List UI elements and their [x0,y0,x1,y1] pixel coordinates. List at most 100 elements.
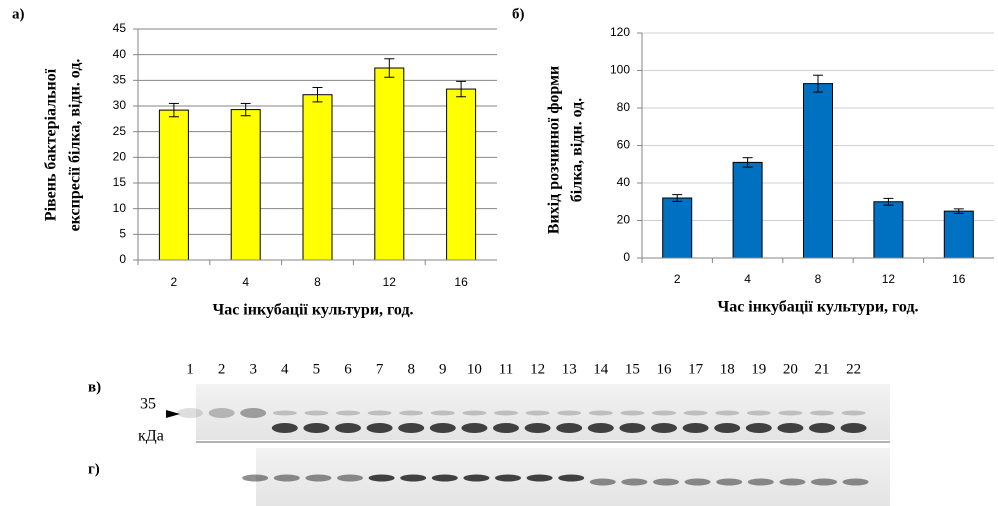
gel-band [779,479,805,486]
x-tick-label: 12 [882,272,896,286]
x-tick-label: 2 [674,272,681,286]
gel-band [588,423,614,433]
gel-band [843,479,869,486]
marker-unit: кДа [138,428,164,445]
bar [231,110,260,260]
gel-band [431,411,455,416]
y-axis-label: Рівень бактеріальної [43,68,60,221]
lane-number: 8 [407,361,415,377]
gel-band [526,411,550,416]
gel-band [369,475,395,482]
bar [874,202,903,258]
gel-band [240,408,266,418]
y-tick-label: 40 [617,175,631,189]
lane-number: 17 [688,361,704,377]
bar [663,198,692,258]
x-tick-label: 4 [744,272,751,286]
y-tick-label: 100 [610,63,630,77]
panel-label: г) [88,461,100,477]
gel-band [621,479,647,486]
y-tick-label: 0 [119,252,126,266]
x-axis-label: Час інкубації культури, год. [717,299,918,316]
lane-number: 13 [562,361,577,377]
x-tick-label: 16 [454,275,468,289]
lane-number: 15 [625,361,640,377]
gel-band [714,423,740,433]
gel-band [589,411,613,416]
gel-band [558,475,584,482]
y-tick-label: 20 [617,213,631,227]
lane-number: 4 [281,361,289,377]
x-tick-label: 8 [815,272,822,286]
gel-band [619,423,645,433]
gel-band [305,475,331,482]
lane-number: 10 [467,361,482,377]
gel-band [652,411,676,416]
gel-band [527,475,553,482]
gel-band [336,411,360,416]
bar [944,211,973,258]
marker-value: 35 [140,396,156,413]
gel-band [747,411,771,416]
lane-number: 1 [186,361,194,377]
y-tick-label: 35 [113,73,127,87]
lane-number: 7 [376,361,384,377]
y-axis-label: Вихід розчинної форми [546,66,563,234]
y-tick-label: 80 [617,100,631,114]
y-tick-label: 30 [113,98,127,112]
lane-number: 12 [530,361,545,377]
bar [733,162,762,258]
bar [303,95,332,260]
gel-band [651,423,677,433]
gel-band [398,423,424,433]
gel-band [811,479,837,486]
gel-band [304,411,328,416]
gel-band [274,475,300,482]
x-tick-label: 8 [314,275,321,289]
gel-band [557,411,581,416]
gel-band [590,479,616,486]
bar [804,84,833,258]
gel-band [495,475,521,482]
gel-band [335,423,361,433]
gel-band [432,475,458,482]
gel-band [716,479,742,486]
lane-number: 6 [344,361,352,377]
gel-band [809,423,835,433]
y-tick-label: 20 [113,150,127,164]
gel-band [841,423,867,433]
bar [375,68,404,260]
lane-number: 14 [593,361,609,377]
panel-label: в) [88,379,101,395]
lane-number: 22 [846,361,861,377]
lane-number: 9 [439,361,447,377]
gel-band [842,411,866,416]
gel-band [177,408,203,418]
y-tick-label: 0 [623,250,630,264]
gel-band [209,408,235,418]
lane-number: 16 [657,361,673,377]
lane-number: 18 [720,361,735,377]
lane-number: 5 [313,361,321,377]
y-tick-label: 15 [113,175,127,189]
lane-number: 2 [218,361,226,377]
gel-band [777,423,803,433]
gel-band [493,423,519,433]
gel-band [683,423,709,433]
gel-band [746,423,772,433]
gel-band [748,479,774,486]
x-tick-label: 16 [952,272,966,286]
y-tick-label: 60 [617,138,631,152]
gel-band [525,423,551,433]
panel-label: а) [12,6,25,22]
panel-label: б) [512,6,525,22]
y-tick-label: 120 [610,25,630,39]
gel-band [620,411,644,416]
gel-band [337,475,363,482]
gel-image [166,384,890,506]
gel-band [400,475,426,482]
bar [159,110,188,260]
y-axis-label: білка, відн. од. [569,98,586,202]
gel-band [461,423,487,433]
gel-band [303,423,329,433]
